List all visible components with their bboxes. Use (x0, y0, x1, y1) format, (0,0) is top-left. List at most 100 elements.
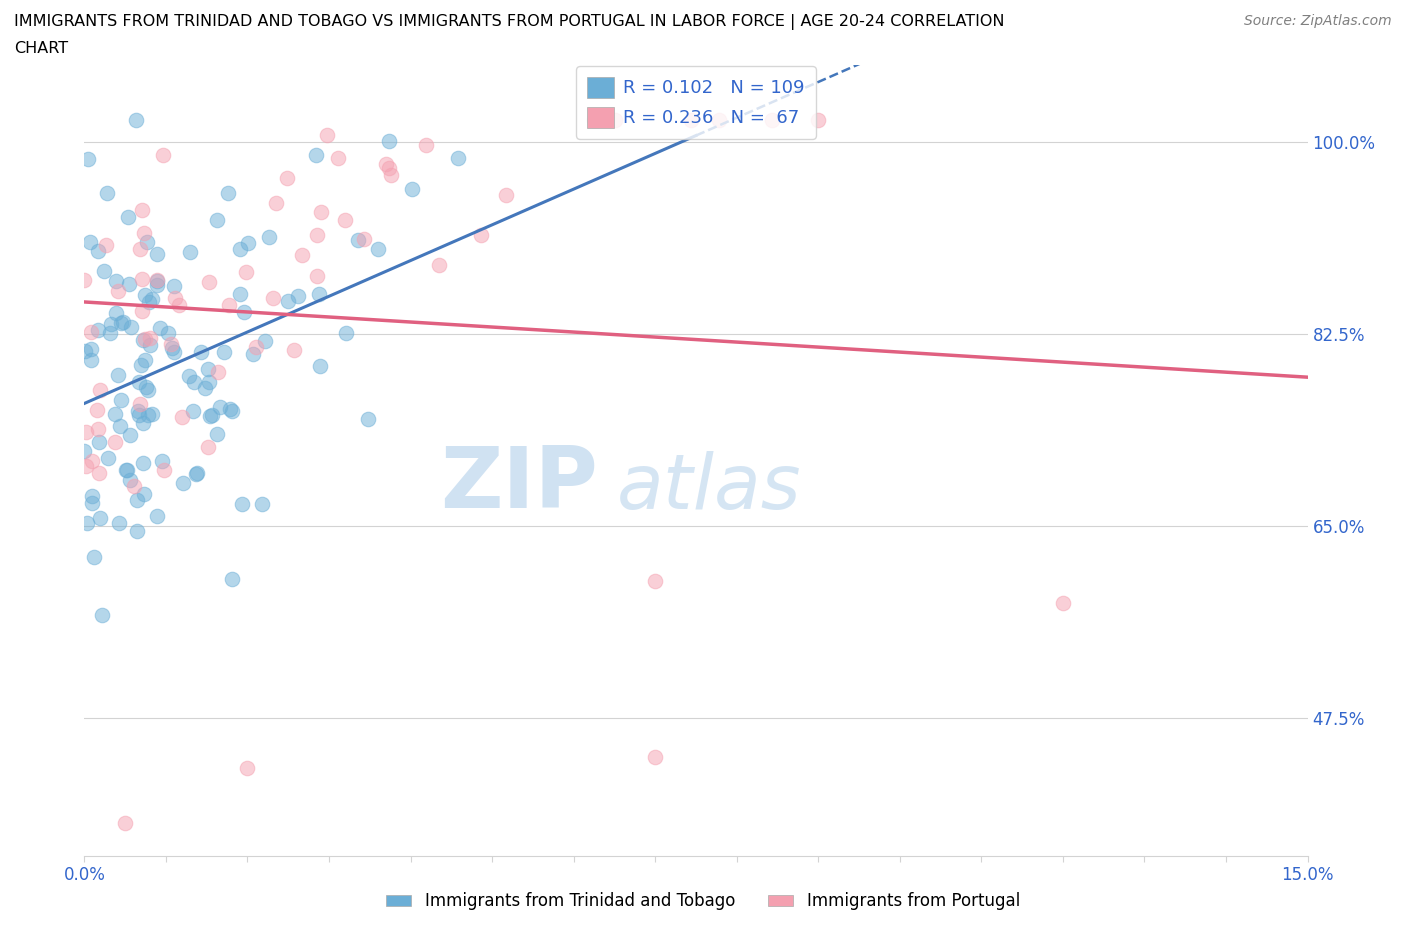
Point (242, 346, 264, 361)
Point (79, 234, 101, 249)
Point (73, 343, 96, 358)
Point (135, 234, 157, 249)
Text: IMMIGRANTS FROM TRINIDAD AND TOBAGO VS IMMIGRANTS FROM PORTUGAL IN LABOR FORCE |: IMMIGRANTS FROM TRINIDAD AND TOBAGO VS I… (14, 14, 1004, 30)
Point (198, 275, 221, 290)
Point (179, 368, 201, 383)
Point (128, 397, 150, 412)
Point (87, 435, 110, 450)
Point (335, 326, 357, 340)
Point (201, 407, 224, 422)
Point (335, 213, 357, 228)
Point (427, 257, 450, 272)
Point (145, 272, 167, 287)
Point (305, 268, 328, 283)
Point (75, 458, 97, 473)
Point (131, 332, 153, 347)
Point (110, 315, 132, 330)
Point (93, 263, 115, 278)
Point (205, 213, 228, 228)
Point (231, 497, 253, 512)
Point (134, 332, 156, 347)
Legend: R = 0.102   N = 109, R = 0.236   N =  67: R = 0.102 N = 109, R = 0.236 N = 67 (576, 66, 815, 139)
Point (80, 342, 103, 357)
Point (75, 425, 97, 440)
Point (89, 511, 111, 525)
Point (186, 466, 208, 481)
Point (172, 475, 194, 490)
Point (82, 488, 104, 503)
Point (447, 150, 470, 165)
Point (87, 421, 110, 436)
Text: CHART: CHART (14, 41, 67, 56)
Point (235, 265, 257, 280)
Point (181, 404, 204, 418)
Text: Source: ZipAtlas.com: Source: ZipAtlas.com (1244, 14, 1392, 28)
Point (118, 472, 141, 487)
Point (128, 375, 150, 390)
Point (197, 440, 219, 455)
Point (110, 418, 132, 433)
Point (77, 152, 100, 166)
Point (264, 195, 287, 210)
Point (245, 339, 267, 354)
Text: ZIP: ZIP (440, 443, 598, 525)
Point (128, 241, 150, 256)
Point (169, 298, 191, 312)
Point (134, 486, 156, 501)
Point (229, 286, 252, 301)
Point (257, 230, 280, 245)
Point (141, 406, 163, 421)
Point (98, 326, 121, 340)
Point (104, 273, 127, 288)
Point (229, 241, 252, 256)
Point (238, 236, 260, 251)
Point (179, 245, 201, 259)
Point (138, 295, 160, 310)
Point (1052, 595, 1074, 610)
Point (353, 232, 375, 246)
Point (160, 340, 183, 355)
Point (236, 761, 259, 776)
Point (218, 298, 240, 312)
Point (104, 434, 127, 449)
Point (470, 227, 492, 242)
Point (96, 186, 118, 201)
Point (135, 379, 157, 394)
Point (136, 382, 159, 397)
Point (100, 316, 122, 331)
Point (139, 337, 162, 352)
Point (132, 456, 155, 471)
Point (277, 294, 299, 309)
Point (194, 381, 217, 396)
Point (125, 524, 148, 538)
Point (80, 352, 103, 367)
Point (221, 403, 243, 418)
Point (87, 322, 110, 337)
Point (217, 185, 239, 200)
Point (605, 113, 627, 127)
Point (153, 462, 176, 477)
Point (644, 750, 666, 764)
Point (107, 284, 129, 299)
Point (83, 550, 105, 565)
Point (76, 516, 98, 531)
Point (291, 248, 314, 263)
Point (205, 427, 228, 442)
Point (207, 365, 229, 379)
Point (134, 287, 156, 302)
Point (80, 325, 103, 339)
Point (232, 304, 254, 319)
Point (146, 278, 169, 293)
Point (197, 374, 219, 389)
Point (146, 273, 169, 288)
Point (149, 320, 172, 335)
Point (252, 497, 274, 512)
Point (86, 403, 108, 418)
Point (156, 326, 179, 341)
Point (380, 167, 402, 182)
Point (128, 407, 150, 422)
Point (125, 113, 148, 127)
Point (197, 361, 219, 376)
Point (91, 607, 114, 622)
Point (150, 454, 173, 469)
